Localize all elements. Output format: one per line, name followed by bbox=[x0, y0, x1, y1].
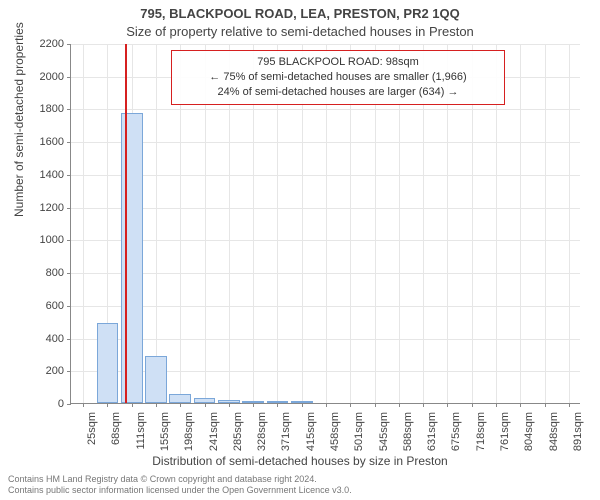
annotation-box: 795 BLACKPOOL ROAD: 98sqm ← 75% of semi-… bbox=[171, 50, 505, 105]
xtick-label: 111sqm bbox=[135, 412, 147, 472]
ytick-label: 0 bbox=[4, 398, 64, 410]
marker-line bbox=[125, 44, 127, 403]
xtick-mark bbox=[496, 403, 497, 407]
histogram-bar bbox=[145, 356, 167, 403]
xtick-label: 675sqm bbox=[450, 412, 462, 472]
xtick-label: 718sqm bbox=[475, 412, 487, 472]
plot-area: 795 BLACKPOOL ROAD: 98sqm ← 75% of semi-… bbox=[70, 44, 580, 404]
histogram-bar bbox=[194, 398, 216, 403]
xtick-label: 761sqm bbox=[499, 412, 511, 472]
ytick-mark bbox=[67, 371, 71, 372]
xtick-mark bbox=[253, 403, 254, 407]
gridline-vertical bbox=[156, 44, 157, 403]
histogram-bar bbox=[218, 400, 240, 403]
annotation-line: ← 75% of semi-detached houses are smalle… bbox=[178, 70, 498, 85]
ytick-label: 1000 bbox=[4, 234, 64, 246]
xtick-label: 25sqm bbox=[86, 412, 98, 472]
gridline-vertical bbox=[83, 44, 84, 403]
xtick-mark bbox=[569, 403, 570, 407]
xtick-mark bbox=[107, 403, 108, 407]
xtick-label: 631sqm bbox=[426, 412, 438, 472]
histogram-bar bbox=[267, 401, 289, 403]
gridline-vertical bbox=[520, 44, 521, 403]
xtick-mark bbox=[472, 403, 473, 407]
xtick-label: 328sqm bbox=[256, 412, 268, 472]
footer-line: Contains HM Land Registry data © Crown c… bbox=[8, 474, 352, 485]
xtick-mark bbox=[423, 403, 424, 407]
histogram-bar bbox=[291, 401, 313, 403]
xtick-label: 415sqm bbox=[305, 412, 317, 472]
ytick-label: 400 bbox=[4, 333, 64, 345]
xtick-label: 285sqm bbox=[232, 412, 244, 472]
ytick-label: 2200 bbox=[4, 38, 64, 50]
chart-title-line1: 795, BLACKPOOL ROAD, LEA, PRESTON, PR2 1… bbox=[0, 6, 600, 21]
xtick-label: 198sqm bbox=[183, 412, 195, 472]
xtick-label: 68sqm bbox=[110, 412, 122, 472]
xtick-label: 588sqm bbox=[402, 412, 414, 472]
xtick-mark bbox=[156, 403, 157, 407]
xtick-mark bbox=[302, 403, 303, 407]
annotation-line: 795 BLACKPOOL ROAD: 98sqm bbox=[178, 55, 498, 70]
xtick-mark bbox=[205, 403, 206, 407]
xtick-label: 501sqm bbox=[353, 412, 365, 472]
xtick-mark bbox=[447, 403, 448, 407]
xtick-label: 155sqm bbox=[159, 412, 171, 472]
ytick-mark bbox=[67, 175, 71, 176]
ytick-label: 800 bbox=[4, 267, 64, 279]
xtick-label: 545sqm bbox=[378, 412, 390, 472]
ytick-mark bbox=[67, 44, 71, 45]
xtick-label: 371sqm bbox=[280, 412, 292, 472]
xtick-label: 241sqm bbox=[208, 412, 220, 472]
xtick-mark bbox=[277, 403, 278, 407]
gridline-vertical bbox=[569, 44, 570, 403]
xtick-mark bbox=[180, 403, 181, 407]
ytick-label: 1400 bbox=[4, 169, 64, 181]
y-axis-label: Number of semi-detached properties bbox=[12, 22, 26, 217]
xtick-label: 804sqm bbox=[523, 412, 535, 472]
xtick-mark bbox=[132, 403, 133, 407]
ytick-label: 600 bbox=[4, 300, 64, 312]
xtick-mark bbox=[229, 403, 230, 407]
xtick-mark bbox=[375, 403, 376, 407]
ytick-mark bbox=[67, 240, 71, 241]
gridline-vertical bbox=[545, 44, 546, 403]
histogram-bar bbox=[97, 323, 119, 403]
xtick-mark bbox=[399, 403, 400, 407]
xtick-mark bbox=[326, 403, 327, 407]
ytick-label: 2000 bbox=[4, 71, 64, 83]
ytick-label: 1200 bbox=[4, 202, 64, 214]
ytick-mark bbox=[67, 208, 71, 209]
ytick-mark bbox=[67, 142, 71, 143]
chart-container: 795, BLACKPOOL ROAD, LEA, PRESTON, PR2 1… bbox=[0, 0, 600, 500]
chart-title-line2: Size of property relative to semi-detach… bbox=[0, 24, 600, 39]
xtick-mark bbox=[520, 403, 521, 407]
xtick-label: 458sqm bbox=[329, 412, 341, 472]
ytick-label: 1600 bbox=[4, 136, 64, 148]
ytick-mark bbox=[67, 339, 71, 340]
ytick-mark bbox=[67, 404, 71, 405]
annotation-line: 24% of semi-detached houses are larger (… bbox=[178, 85, 498, 100]
footer-copyright: Contains HM Land Registry data © Crown c… bbox=[8, 474, 352, 497]
xtick-label: 848sqm bbox=[548, 412, 560, 472]
histogram-bar bbox=[169, 394, 191, 403]
histogram-bar bbox=[242, 401, 264, 403]
footer-line: Contains public sector information licen… bbox=[8, 485, 352, 496]
xtick-mark bbox=[83, 403, 84, 407]
ytick-mark bbox=[67, 306, 71, 307]
ytick-mark bbox=[67, 77, 71, 78]
ytick-label: 200 bbox=[4, 365, 64, 377]
xtick-mark bbox=[545, 403, 546, 407]
ytick-mark bbox=[67, 109, 71, 110]
ytick-mark bbox=[67, 273, 71, 274]
ytick-label: 1800 bbox=[4, 103, 64, 115]
xtick-label: 891sqm bbox=[572, 412, 584, 472]
xtick-mark bbox=[350, 403, 351, 407]
